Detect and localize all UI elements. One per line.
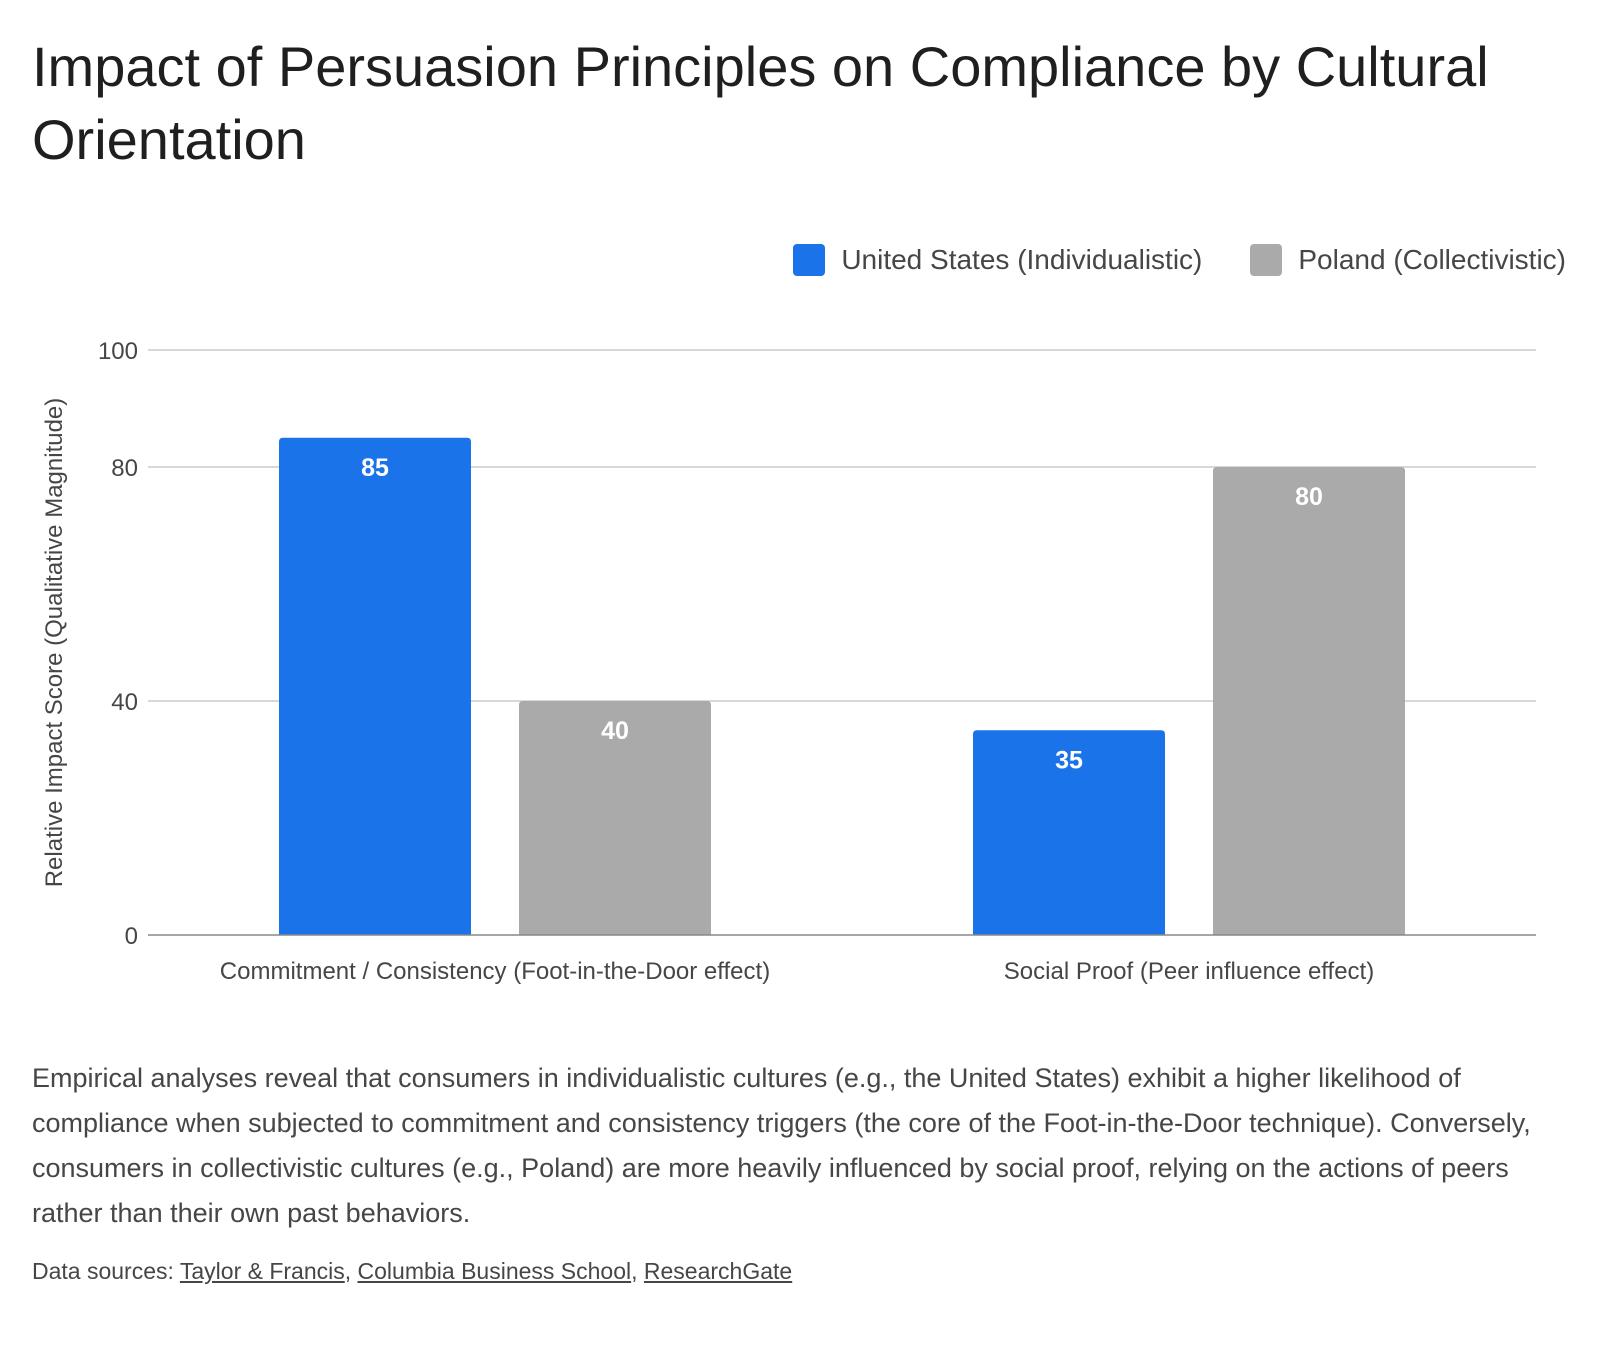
bar-poland <box>1213 467 1405 935</box>
y-tick-label: 40 <box>111 689 138 716</box>
legend-label-united-states: United States (Individualistic) <box>841 244 1203 275</box>
sources-separator: , <box>631 1258 644 1284</box>
x-category-label: Commitment / Consistency (Foot-in-the-Do… <box>220 958 770 985</box>
chart-title: Impact of Persuasion Principles on Compl… <box>32 35 1489 171</box>
legend-label-poland: Poland (Collectivistic) <box>1298 244 1566 275</box>
legend-item-united-states: United States (Individualistic) <box>793 244 1202 276</box>
source-link-columbia-business-school[interactable]: Columbia Business School <box>357 1258 632 1284</box>
bar-united-states <box>973 730 1165 935</box>
chart-description: Empirical analyses reveal that consumers… <box>32 1063 1531 1228</box>
y-tick-label: 100 <box>98 338 138 365</box>
data-sources: Data sources: Taylor & Francis, Columbia… <box>32 1258 792 1285</box>
data-label: 35 <box>1055 746 1083 774</box>
legend-swatch-united-states <box>793 244 826 276</box>
x-category-label: Social Proof (Peer influence effect) <box>1004 958 1374 985</box>
source-link-researchgate[interactable]: ResearchGate <box>643 1258 793 1284</box>
y-axis-label: Relative Impact Score (Qualitative Magni… <box>41 398 68 888</box>
y-tick-label: 80 <box>111 455 138 482</box>
data-label: 85 <box>361 454 389 482</box>
legend-item-poland: Poland (Collectivistic) <box>1250 244 1566 276</box>
bar-chart: 0 40 80 100 Relative Impact Score (Qualitati… <box>41 338 1536 985</box>
data-label: 80 <box>1295 483 1323 511</box>
data-label: 40 <box>601 717 629 745</box>
bar-poland <box>519 701 711 935</box>
y-tick-label: 0 <box>125 923 138 950</box>
legend-swatch-poland <box>1250 244 1283 276</box>
sources-prefix: Data sources: <box>32 1258 180 1284</box>
bar-united-states <box>279 437 471 935</box>
legend: United States (Individualistic) Poland (… <box>793 244 1566 276</box>
sources-separator: , <box>344 1258 358 1284</box>
source-link-taylor-francis[interactable]: Taylor & Francis <box>179 1258 345 1284</box>
